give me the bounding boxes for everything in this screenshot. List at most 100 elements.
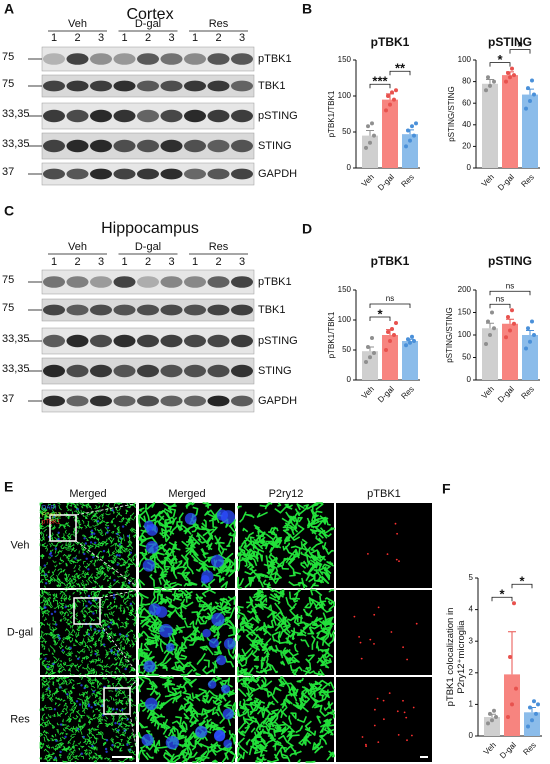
nucleus-signal [200, 574, 210, 584]
nucleus-signal [69, 646, 72, 649]
nucleus-signal [59, 750, 62, 754]
lane-label: 3 [98, 32, 104, 44]
nucleus-signal [118, 722, 121, 726]
data-point [364, 145, 368, 150]
lane-label: 3 [168, 256, 174, 268]
blot-band [137, 53, 159, 65]
nucleus-signal [54, 756, 57, 760]
nucleus-signal [84, 542, 88, 545]
blot-band [43, 109, 65, 123]
y-tick-label: 50 [462, 353, 471, 362]
nucleus-signal [87, 600, 91, 603]
nucleus-signal [146, 523, 159, 536]
blot-band [160, 168, 183, 180]
nucleus-signal [89, 541, 93, 544]
x-tick-label: D-gal [376, 172, 396, 192]
y-tick-label: 60 [462, 98, 471, 107]
nucleus-signal [89, 602, 93, 605]
blot-band [90, 334, 112, 348]
x-tick-label: Res [521, 741, 537, 757]
data-point [486, 75, 490, 80]
data-point [364, 360, 368, 364]
channel-legend: P2ry12 [42, 513, 62, 519]
ptbk1-signal [390, 631, 393, 633]
microglia-signal [237, 589, 335, 676]
ptbk1-signal [374, 708, 376, 711]
significance-label: ** [395, 61, 406, 76]
data-point [408, 340, 412, 345]
ptbk1-signal [382, 699, 385, 702]
group-label: Res [209, 18, 229, 30]
nucleus-signal [114, 653, 118, 656]
nucleus-signal [107, 625, 110, 628]
significance-bracket [369, 316, 391, 321]
nucleus-signal [52, 662, 55, 666]
ptbk1-signal [406, 739, 408, 742]
ptbk1-signal [373, 643, 375, 645]
blot-band [160, 109, 183, 123]
data-point [386, 330, 390, 334]
protein-label: pTBK1 [258, 53, 292, 65]
x-tick-label: Veh [482, 741, 498, 757]
nucleus-signal [66, 693, 69, 696]
blot-band [43, 139, 65, 153]
bar [382, 99, 398, 168]
y-tick-label: 100 [338, 91, 352, 100]
data-point [410, 334, 414, 339]
nucleus-signal [74, 557, 77, 560]
nucleus-signal [121, 525, 125, 528]
significance-label: * [517, 39, 523, 54]
blot-band [113, 276, 136, 288]
blot-band [231, 168, 253, 180]
bar [482, 328, 498, 380]
blot-band [66, 276, 89, 288]
nucleus-signal [85, 604, 88, 608]
nucleus-signal [94, 541, 97, 544]
mw-label: 33,35 [2, 333, 30, 345]
x-tick-label: D-gal [376, 384, 396, 404]
blot-band [137, 80, 159, 92]
data-point [392, 333, 396, 337]
nucleus-signal [102, 643, 106, 646]
data-point [394, 321, 398, 325]
nucleus-signal [92, 612, 95, 615]
data-point [412, 133, 416, 138]
nucleus-signal [112, 596, 116, 599]
row-label: Veh [11, 539, 30, 551]
blot-band [43, 168, 65, 180]
x-tick-label: Res [519, 173, 535, 189]
y-axis-label: pSTING/STING [447, 86, 456, 142]
nucleus-signal [115, 708, 119, 711]
data-point [524, 346, 528, 351]
nucleus-signal [195, 725, 208, 738]
data-point [390, 327, 394, 331]
bar [482, 83, 498, 168]
data-point [372, 133, 376, 138]
blot-band [231, 53, 253, 65]
lane-label: 1 [192, 256, 198, 268]
nucleus-signal [52, 515, 56, 518]
nucleus-signal [216, 509, 229, 521]
zoom-guide [75, 502, 140, 589]
nucleus-signal [129, 602, 133, 605]
blot-band [66, 304, 89, 316]
data-point [490, 718, 494, 723]
data-point [506, 315, 510, 319]
nucleus-signal [91, 744, 94, 748]
data-point [490, 310, 494, 315]
blot-band [137, 304, 159, 316]
nucleus-signal [116, 532, 119, 536]
ptbk1-signal [360, 657, 363, 660]
data-point [484, 342, 488, 346]
nucleus-signal [143, 660, 156, 673]
data-point [532, 699, 536, 704]
protein-label: STING [258, 140, 292, 152]
nucleus-signal [83, 552, 86, 556]
blot-band [207, 80, 230, 92]
blot-band [113, 334, 136, 348]
group-label: Veh [68, 18, 87, 30]
nucleus-signal [50, 554, 53, 557]
blot-band [43, 80, 65, 92]
protein-label: TBK1 [258, 304, 286, 316]
